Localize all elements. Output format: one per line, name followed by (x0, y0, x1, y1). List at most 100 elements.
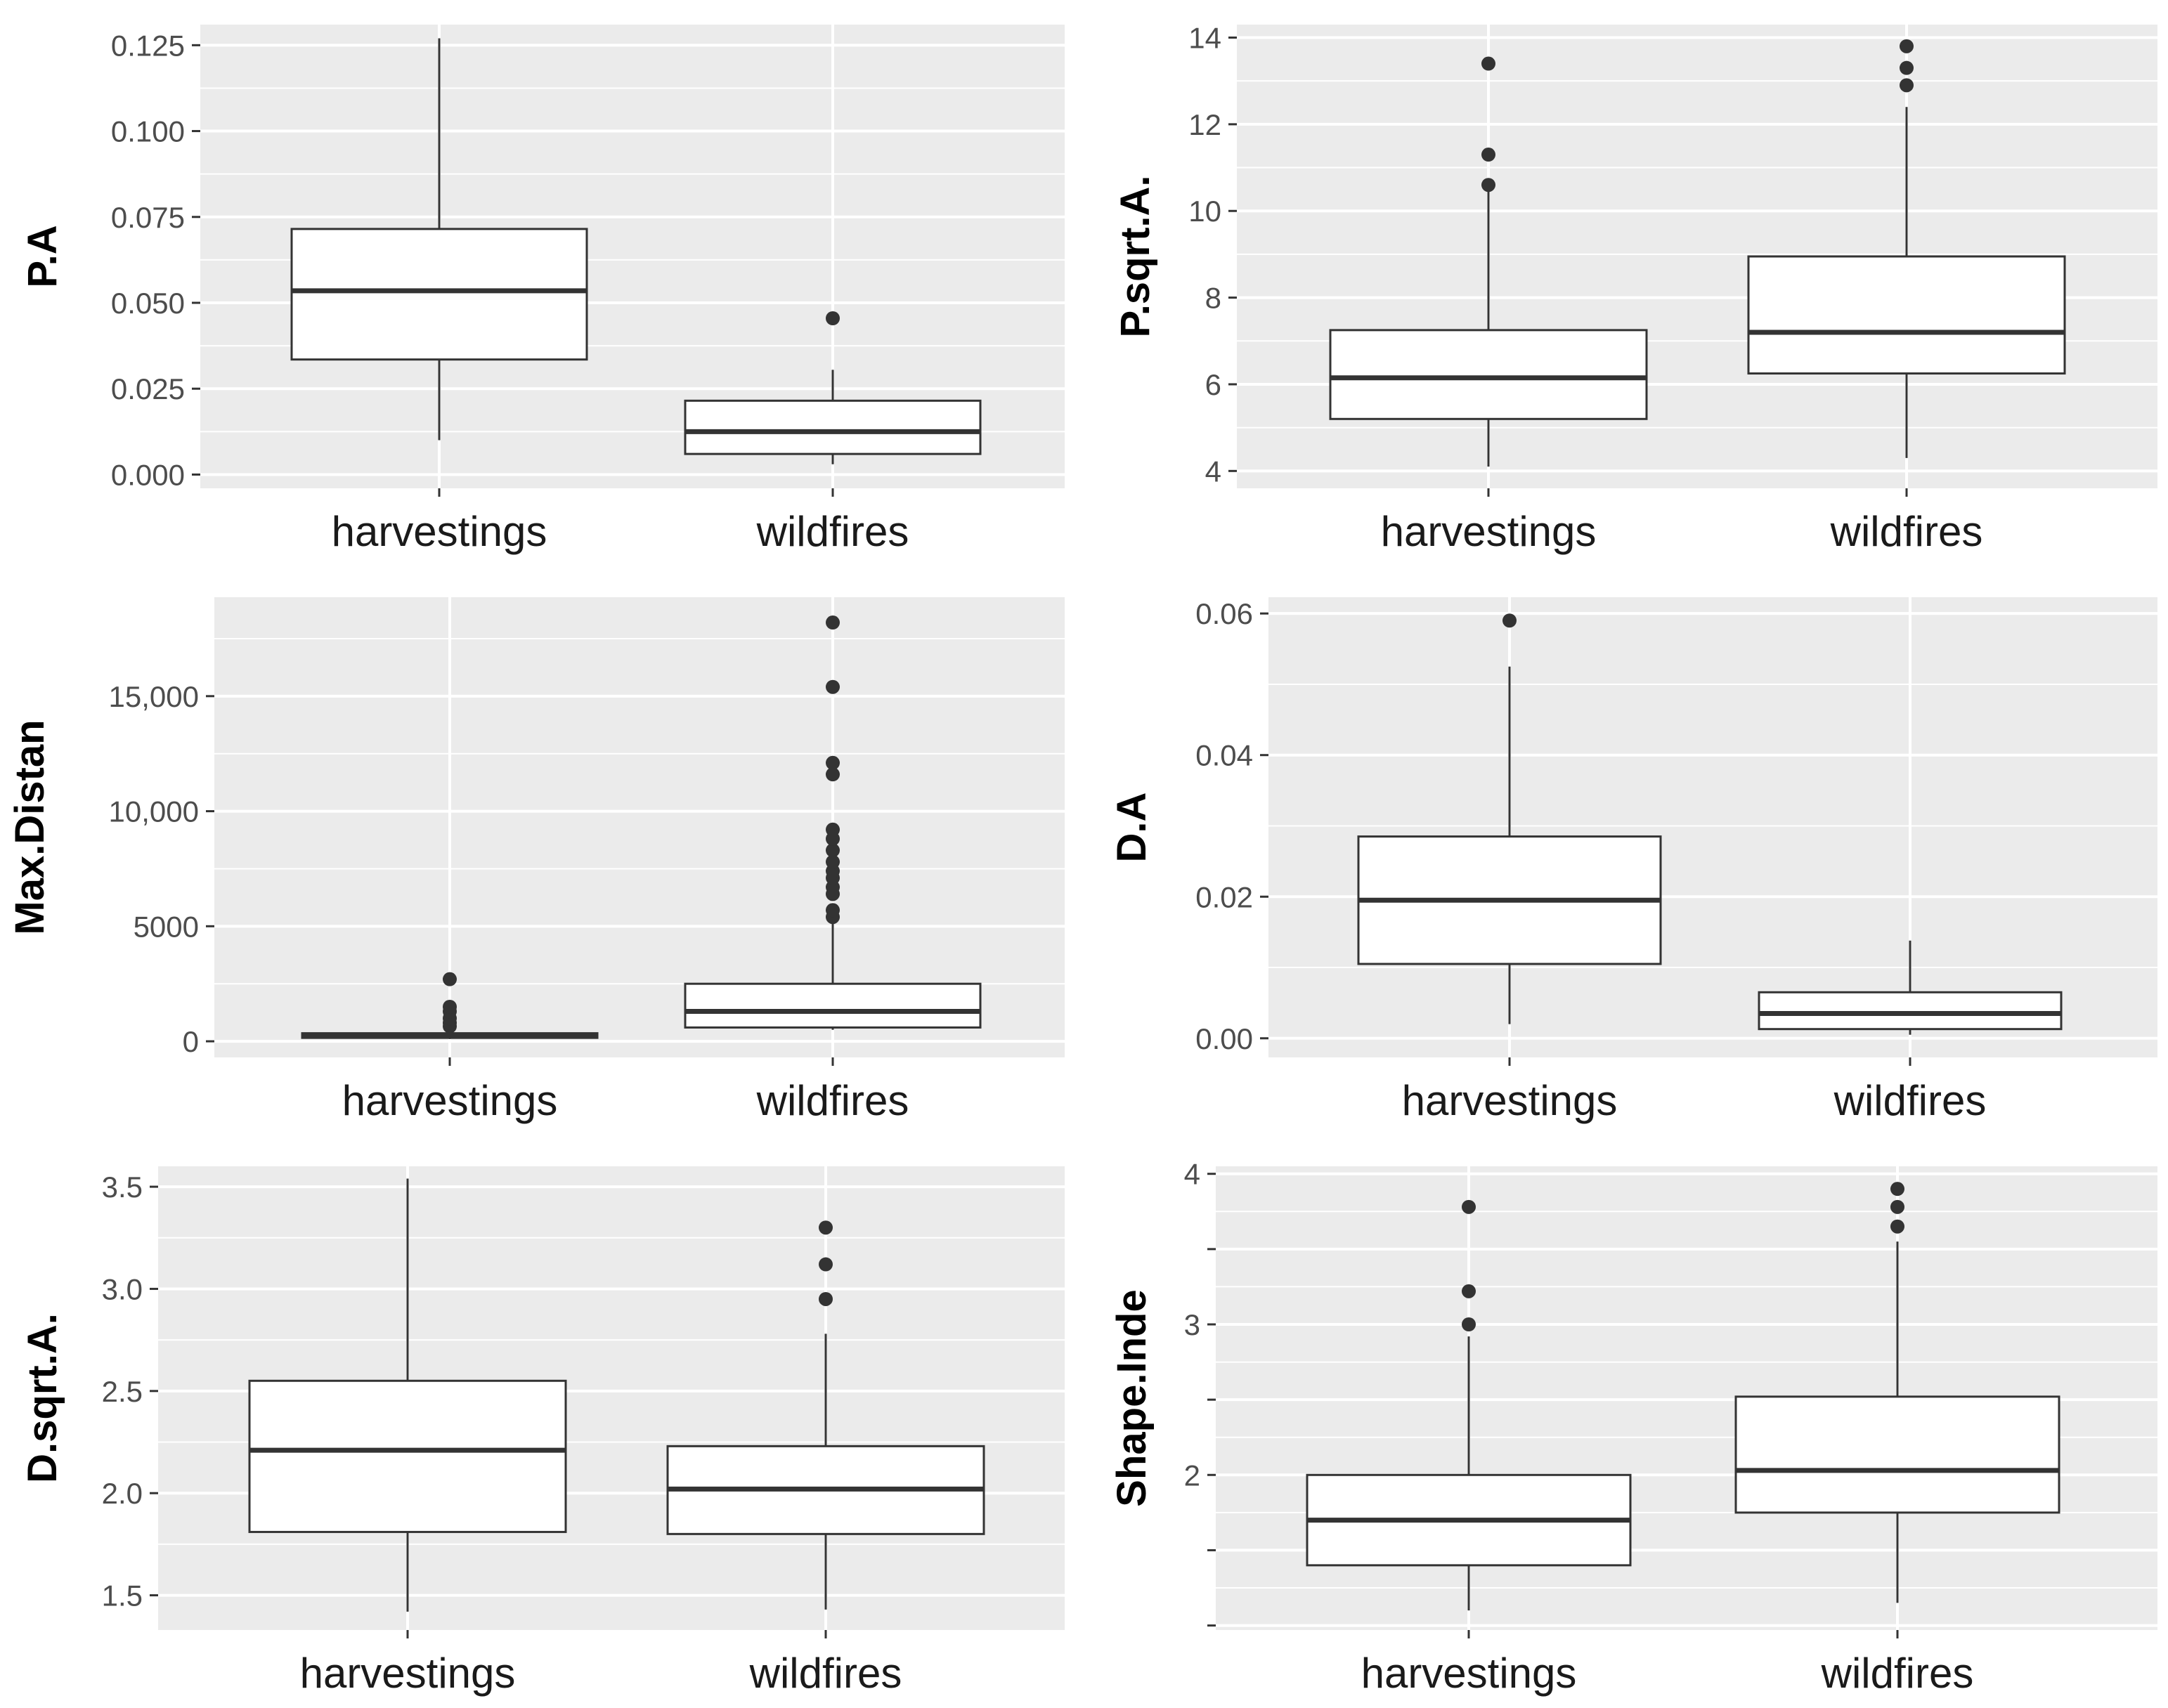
outlier-point (826, 903, 840, 918)
box-wildfires (1758, 940, 2063, 1035)
outlier-point (1502, 613, 1517, 628)
chart-panel-6: 2 3 4 harvestings wildfires Shape.Inde (1109, 1158, 2157, 1697)
x-tick-label: wildfires (749, 1650, 902, 1697)
outlier-point (1900, 60, 1914, 75)
chart-panel-2: 4 6 8 10 12 14 harvestings wildfires P.sqrt.A. (1112, 22, 2157, 555)
x-tick-label: harvestings (1361, 1650, 1577, 1697)
box-harvestings (248, 1178, 567, 1612)
outlier-point (826, 679, 840, 694)
iqr-box (1329, 329, 1648, 420)
x-tick-label: harvestings (1381, 508, 1597, 555)
outlier-point (1481, 56, 1495, 71)
outlier-point (1462, 1317, 1476, 1331)
y-tick-label: 0.125 (111, 29, 185, 62)
x-tick-label: wildfires (1833, 1077, 1987, 1124)
box-harvestings (301, 972, 599, 1039)
box-wildfires (666, 1220, 985, 1610)
x-tick-label: wildfires (756, 1077, 909, 1124)
outlier-point (826, 854, 840, 869)
y-tick-label: 6 (1205, 368, 1221, 401)
y-tick-label: 0.000 (111, 458, 185, 491)
iqr-box (684, 982, 982, 1029)
y-tick-label: 0.075 (111, 201, 185, 234)
y-tick-label: 3.0 (102, 1272, 143, 1305)
outlier-point (443, 972, 457, 986)
outlier-point (819, 1257, 833, 1272)
y-tick-label: 1.5 (102, 1579, 143, 1612)
outlier-point (1890, 1219, 1904, 1234)
chart-panel-4: 0.00 0.02 0.04 0.06 harvestings wildfires D.A (1109, 597, 2157, 1124)
chart-panel-3: 0 5000 10,000 15,000 harvestings wildfires Max… (7, 597, 1065, 1124)
y-tick-label: 8 (1205, 282, 1221, 315)
y-tick-label: 2.5 (102, 1375, 143, 1408)
panel-background (1268, 597, 2157, 1057)
box-harvestings (1329, 56, 1648, 467)
outlier-point (826, 755, 840, 770)
outlier-point (1481, 148, 1495, 162)
outlier-point (1890, 1199, 1904, 1214)
x-tick-label: harvestings (332, 508, 547, 555)
outlier-point (826, 767, 840, 782)
y-tick-label: 2 (1184, 1459, 1200, 1492)
y-tick-label: 0.050 (111, 287, 185, 320)
y-tick-label: 0.02 (1195, 880, 1253, 913)
box-harvestings (1357, 613, 1662, 1024)
iqr-box (1734, 1395, 2060, 1514)
x-tick-label: harvestings (1402, 1077, 1618, 1124)
y-tick-label: 15,000 (109, 680, 199, 713)
box-wildfires (684, 311, 982, 464)
y-tick-label: 0.04 (1195, 739, 1253, 772)
y-axis-label: D.A (1109, 793, 1155, 863)
outlier-point (443, 999, 457, 1014)
y-tick-label: 3.5 (102, 1171, 143, 1204)
outlier-point (826, 311, 840, 325)
chart-panel-5: 1.5 2.0 2.5 3.0 3.5 harvestings wildfires D.sqr… (20, 1166, 1065, 1697)
box-wildfires (1747, 39, 2066, 458)
outlier-point (826, 615, 840, 630)
iqr-box (1747, 255, 2066, 375)
y-tick-label: 10,000 (109, 795, 199, 828)
box-harvestings (290, 38, 588, 441)
y-tick-label: 0.00 (1195, 1022, 1253, 1055)
x-tick-label: wildfires (1830, 508, 1983, 555)
outlier-point (819, 1220, 833, 1235)
outlier-point (1900, 78, 1914, 93)
y-tick-label: 4 (1205, 455, 1221, 488)
y-axis-label: Max.Distan (7, 719, 53, 934)
panel-background (214, 597, 1065, 1057)
outlier-point (1900, 39, 1914, 53)
outlier-point (819, 1291, 833, 1306)
y-axis-label: P.sqrt.A. (1112, 175, 1158, 337)
x-tick-label: harvestings (342, 1077, 558, 1124)
iqr-box (1758, 991, 2063, 1031)
x-tick-label: wildfires (1821, 1650, 1974, 1697)
y-tick-label: 2.0 (102, 1477, 143, 1510)
y-tick-label: 5000 (134, 910, 199, 943)
y-tick-label: 12 (1188, 108, 1221, 141)
iqr-box (248, 1379, 567, 1533)
box-wildfires (1734, 1182, 2060, 1603)
outlier-point (1890, 1182, 1904, 1197)
outlier-point (826, 843, 840, 858)
y-tick-label: 0.025 (111, 372, 185, 405)
chart-panel-1: 0.000 0.025 0.050 0.075 0.100 0.125 harvesting… (20, 25, 1065, 555)
iqr-box (290, 228, 588, 361)
y-tick-label: 4 (1184, 1158, 1200, 1191)
y-tick-label: 0.100 (111, 115, 185, 148)
y-axis-label: Shape.Inde (1109, 1289, 1155, 1506)
y-axis-label: P.A (20, 225, 65, 287)
box-harvestings (1306, 1199, 1632, 1611)
y-tick-label: 0.06 (1195, 597, 1253, 630)
y-tick-label: 14 (1188, 22, 1221, 55)
y-tick-label: 3 (1184, 1308, 1200, 1341)
outlier-point (1462, 1284, 1476, 1298)
x-tick-label: harvestings (300, 1650, 516, 1697)
outlier-point (826, 822, 840, 837)
iqr-box (684, 399, 982, 455)
y-axis-label: D.sqrt.A. (20, 1313, 65, 1483)
outlier-point (1481, 178, 1495, 193)
outlier-point (1462, 1199, 1476, 1214)
x-tick-label: wildfires (756, 508, 909, 555)
y-tick-label: 0 (183, 1025, 199, 1058)
